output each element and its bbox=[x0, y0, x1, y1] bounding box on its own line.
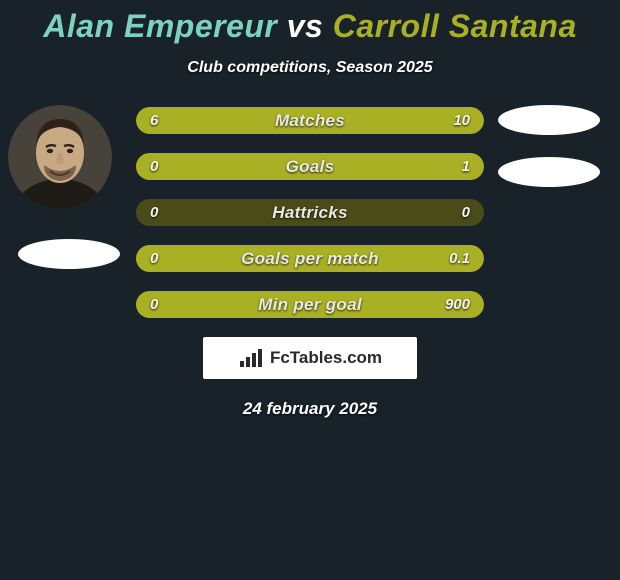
stat-bar-label: Goals per match bbox=[136, 245, 484, 272]
player1-flag bbox=[18, 239, 120, 269]
player1-avatar bbox=[8, 105, 112, 209]
brand-badge: FcTables.com bbox=[203, 337, 417, 379]
stat-bar-value-left: 0 bbox=[150, 245, 158, 272]
stat-bar-row: Min per goal0 900 bbox=[136, 291, 484, 318]
player2-flag-2 bbox=[498, 157, 600, 187]
stat-bar-value-left: 0 bbox=[150, 199, 158, 226]
stat-bar-row: Hattricks0 0 bbox=[136, 199, 484, 226]
comparison-block: Matches610Goals01Hattricks00Goals per ma… bbox=[0, 107, 620, 318]
stat-bar-label: Goals bbox=[136, 153, 484, 180]
player2-flag-1 bbox=[498, 105, 600, 135]
title-vs: vs bbox=[287, 8, 324, 44]
stat-bar-value-left: 6 bbox=[150, 107, 158, 134]
stat-bar-value-right: 900 bbox=[445, 291, 470, 318]
stat-bars: Matches610Goals01Hattricks00Goals per ma… bbox=[136, 107, 484, 318]
stat-bar-value-right: 0 bbox=[462, 199, 470, 226]
brand-text: FcTables.com bbox=[270, 348, 382, 368]
page-title: Alan Empereur vs Carroll Santana bbox=[0, 0, 620, 45]
title-player1: Alan Empereur bbox=[43, 8, 277, 44]
subtitle: Club competitions, Season 2025 bbox=[0, 59, 620, 77]
stat-bar-label: Matches bbox=[136, 107, 484, 134]
title-player2: Carroll Santana bbox=[333, 8, 577, 44]
avatar-placeholder-icon bbox=[8, 105, 112, 209]
stat-bar-label: Min per goal bbox=[136, 291, 484, 318]
stat-bar-row: Matches6 10 bbox=[136, 107, 484, 134]
stat-bar-value-left: 0 bbox=[150, 291, 158, 318]
stat-bar-row: Goals per match0 0.1 bbox=[136, 245, 484, 272]
date-label: 24 february 2025 bbox=[0, 399, 620, 419]
stat-bar-value-right: 1 bbox=[462, 153, 470, 180]
stat-bar-value-right: 10 bbox=[453, 107, 470, 134]
brand-chart-icon bbox=[238, 347, 264, 369]
stat-bar-row: Goals0 1 bbox=[136, 153, 484, 180]
stat-bar-label: Hattricks bbox=[136, 199, 484, 226]
stat-bar-value-right: 0.1 bbox=[449, 245, 470, 272]
stat-bar-value-left: 0 bbox=[150, 153, 158, 180]
